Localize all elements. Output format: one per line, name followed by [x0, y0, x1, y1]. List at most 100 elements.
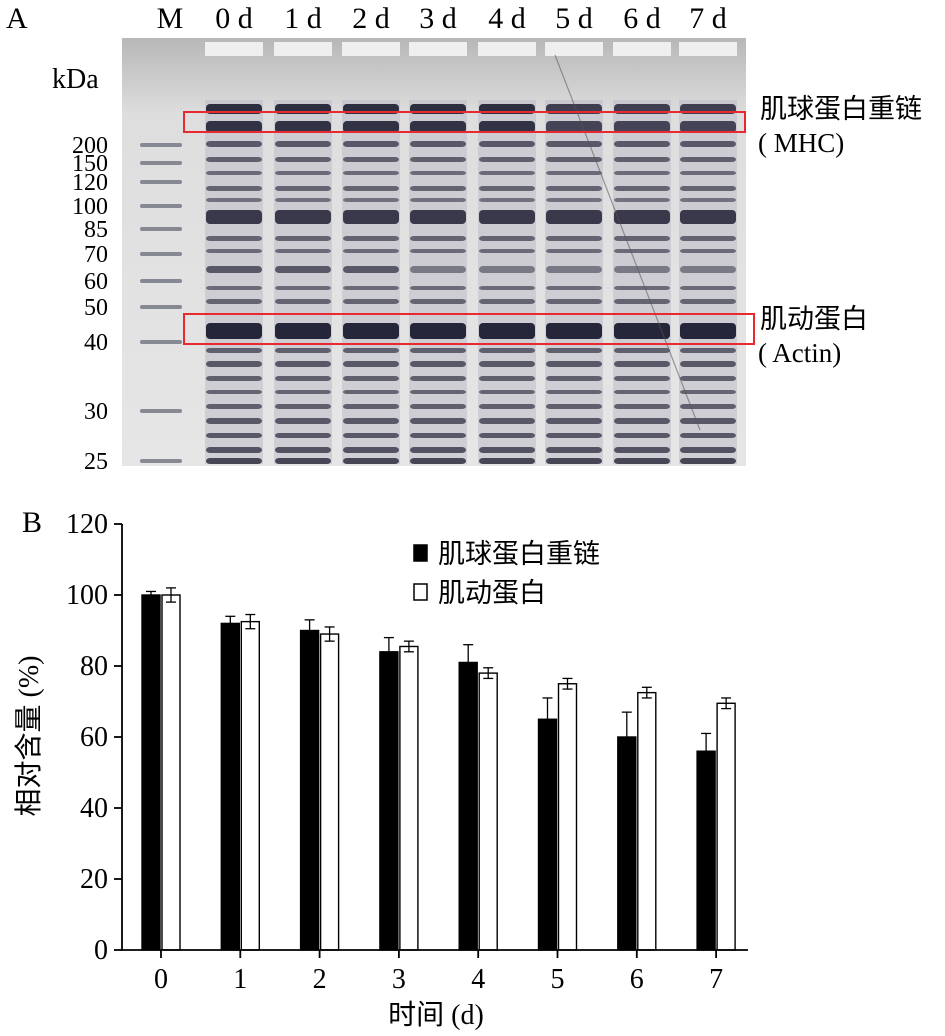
mw-label: 50 [84, 295, 108, 321]
gel-band [479, 323, 535, 339]
mw-label: 70 [84, 242, 108, 268]
gel-band [410, 141, 466, 147]
gel-band [680, 418, 736, 424]
gel-band [479, 121, 535, 133]
gel-band [343, 249, 399, 253]
gel-band [410, 458, 466, 464]
gel-band [479, 249, 535, 253]
x-tick-label: 6 [630, 964, 644, 995]
bar-actin [557, 683, 578, 951]
bar-mhc [220, 622, 241, 951]
sample-lanes [205, 100, 737, 464]
gel-band [479, 447, 535, 453]
gel-band [410, 376, 466, 381]
lane-smear [274, 100, 332, 464]
gel-band [546, 433, 602, 438]
chart-legend: 肌球蛋白重链 肌动蛋白 [413, 539, 600, 608]
bar-chart: B 0 20 40 60 80 100 120 0 1 2 3 4 5 6 7 时间 (d) 相对含量 (… [13, 506, 748, 1031]
mw-label: 30 [84, 399, 108, 425]
gel-band [275, 249, 331, 253]
lane-label: 2 d [352, 2, 390, 35]
gel-band [479, 186, 535, 191]
gel-band [680, 141, 736, 147]
gel-band [410, 286, 466, 290]
lane-label: 1 d [284, 2, 322, 35]
gel-band [206, 376, 262, 381]
gel-band [275, 121, 331, 133]
gel-band [275, 433, 331, 438]
gel-band [206, 186, 262, 191]
gel-band [343, 141, 399, 147]
gel-band [479, 361, 535, 367]
gel-band [546, 418, 602, 424]
gel-band [410, 266, 466, 273]
gel-band [206, 286, 262, 290]
ladder-band [140, 180, 182, 184]
lane-smear [613, 100, 671, 464]
gel-band [614, 376, 670, 381]
gel-band [546, 376, 602, 381]
bar-mhc [458, 661, 478, 951]
gel-band [410, 171, 466, 175]
gel-band [410, 186, 466, 191]
gel-band [410, 198, 466, 202]
gel-band [343, 186, 399, 191]
gel-band [206, 141, 262, 147]
x-tick-label: 0 [154, 964, 168, 995]
gel-band [206, 433, 262, 438]
gel-well [409, 42, 467, 56]
gel-band [343, 348, 399, 353]
actin-highlight-box [183, 313, 755, 345]
gel-band [479, 458, 535, 464]
y-axis-ticks: 0 20 40 60 80 100 120 [66, 509, 122, 966]
gel-band [206, 458, 262, 464]
gel-band [410, 361, 466, 367]
gel-band [206, 323, 262, 339]
gel-band [343, 458, 399, 464]
y-tick-label: 0 [94, 935, 108, 966]
gel-band [546, 210, 602, 224]
gel-band [614, 157, 670, 162]
kda-label: kDa [52, 64, 99, 95]
gel-band [614, 299, 670, 304]
gel-band [614, 447, 670, 453]
gel-band [479, 236, 535, 241]
gel-band [206, 236, 262, 241]
lane-label: 5 d [555, 2, 593, 35]
gel-band [479, 299, 535, 304]
gel-band [479, 390, 535, 394]
gel-band [546, 198, 602, 202]
gel-band [479, 376, 535, 381]
gel-band [546, 348, 602, 353]
gel-band [614, 286, 670, 290]
mhc-annotation-cn: 肌球蛋白重链 [760, 94, 922, 124]
gel-band [614, 141, 670, 147]
y-tick-label: 20 [80, 864, 108, 895]
gel-band [546, 121, 602, 133]
gel-band [680, 458, 736, 464]
gel-band [275, 286, 331, 290]
gel-band [206, 210, 262, 224]
panel-b-label: B [22, 506, 42, 539]
gel-band [479, 266, 535, 273]
x-tick-label: 7 [709, 964, 723, 995]
gel-well [679, 42, 737, 56]
bar-actin [637, 691, 657, 951]
gel-band [275, 299, 331, 304]
gel-well [613, 42, 671, 56]
legend-label-actin: 肌动蛋白 [438, 578, 546, 608]
bar-series [141, 587, 736, 951]
gel-band [479, 157, 535, 162]
gel-well [342, 42, 400, 56]
ladder-band [140, 409, 182, 413]
gel-band [275, 236, 331, 241]
gel-band [546, 157, 602, 162]
gel-well [545, 42, 603, 56]
gel-band [479, 418, 535, 424]
gel-band [275, 141, 331, 147]
bar-mhc [617, 736, 637, 951]
gel-band [206, 361, 262, 367]
gel-band [680, 348, 736, 353]
